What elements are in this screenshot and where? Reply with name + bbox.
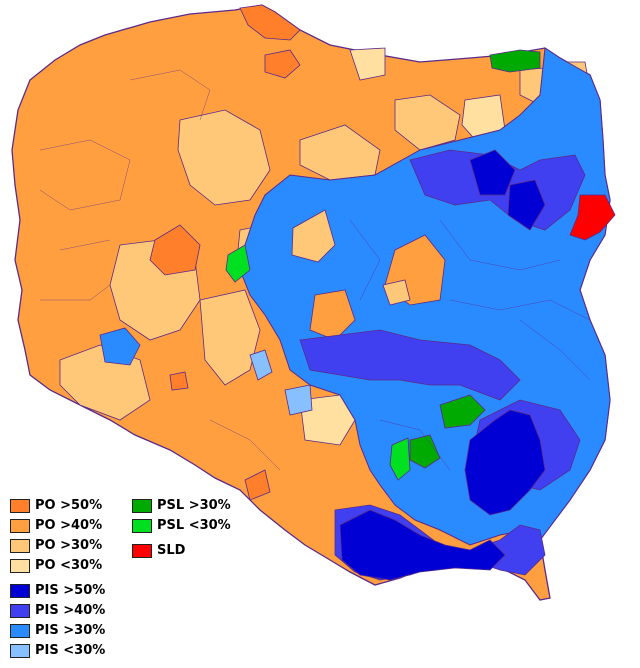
- district-borders: [39, 69, 591, 471]
- legend-swatch: [132, 498, 152, 513]
- legend-item: PO >30%: [10, 538, 102, 553]
- legend-swatch: [10, 558, 30, 573]
- legend-swatch: [10, 603, 30, 618]
- legend: PO >50% PO >40% PO >30% PO <30% PIS >50% PIS …: [10, 498, 270, 663]
- pis30-west-patch: [99, 327, 141, 366]
- po30-in-east: [291, 209, 411, 306]
- psl-regions: [225, 49, 541, 481]
- legend-item: PO >40%: [10, 518, 102, 533]
- pis0-regions: [249, 349, 313, 416]
- legend-swatch: [132, 543, 152, 558]
- legend-label: PIS >30%: [35, 623, 106, 638]
- legend-label: PSL <30%: [157, 518, 231, 533]
- legend-label: PO >50%: [35, 498, 103, 513]
- pis50-regions: [339, 149, 546, 581]
- legend-label: PO >30%: [35, 538, 103, 553]
- legend-item: PIS >50%: [10, 583, 105, 598]
- legend-item: SLD: [132, 543, 185, 558]
- legend-label: PO <30%: [35, 558, 103, 573]
- legend-item: PIS >30%: [10, 623, 105, 638]
- legend-label: PIS >40%: [35, 603, 106, 618]
- legend-item: PSL >30%: [132, 498, 231, 513]
- legend-label: PIS >50%: [35, 583, 106, 598]
- legend-swatch: [10, 518, 30, 533]
- sld-region: [569, 194, 616, 241]
- po50-regions: [149, 4, 301, 501]
- legend-item: PO <30%: [10, 558, 102, 573]
- legend-swatch: [132, 518, 152, 533]
- legend-swatch: [10, 623, 30, 638]
- legend-swatch: [10, 498, 30, 513]
- legend-label: PO >40%: [35, 518, 103, 533]
- legend-swatch: [10, 643, 30, 658]
- legend-item: PIS >40%: [10, 603, 105, 618]
- legend-item: PSL <30%: [132, 518, 231, 533]
- legend-label: PSL >30%: [157, 498, 231, 513]
- legend-item: PO >50%: [10, 498, 102, 513]
- legend-label: PIS <30%: [35, 643, 106, 658]
- legend-label: SLD: [157, 543, 186, 558]
- legend-item: PIS <30%: [10, 643, 105, 658]
- legend-swatch: [10, 583, 30, 598]
- legend-swatch: [10, 538, 30, 553]
